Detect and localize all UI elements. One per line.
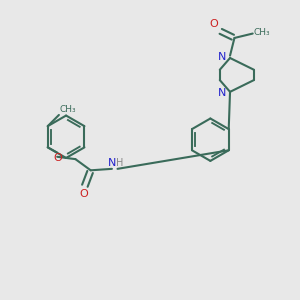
Text: O: O [53, 153, 62, 163]
Text: O: O [79, 189, 88, 199]
Text: CH₃: CH₃ [60, 105, 76, 114]
Text: H: H [116, 158, 124, 168]
Text: O: O [209, 19, 218, 29]
Text: N: N [218, 52, 226, 62]
Text: N: N [108, 158, 116, 168]
Text: CH₃: CH₃ [254, 28, 271, 38]
Text: N: N [218, 88, 226, 98]
